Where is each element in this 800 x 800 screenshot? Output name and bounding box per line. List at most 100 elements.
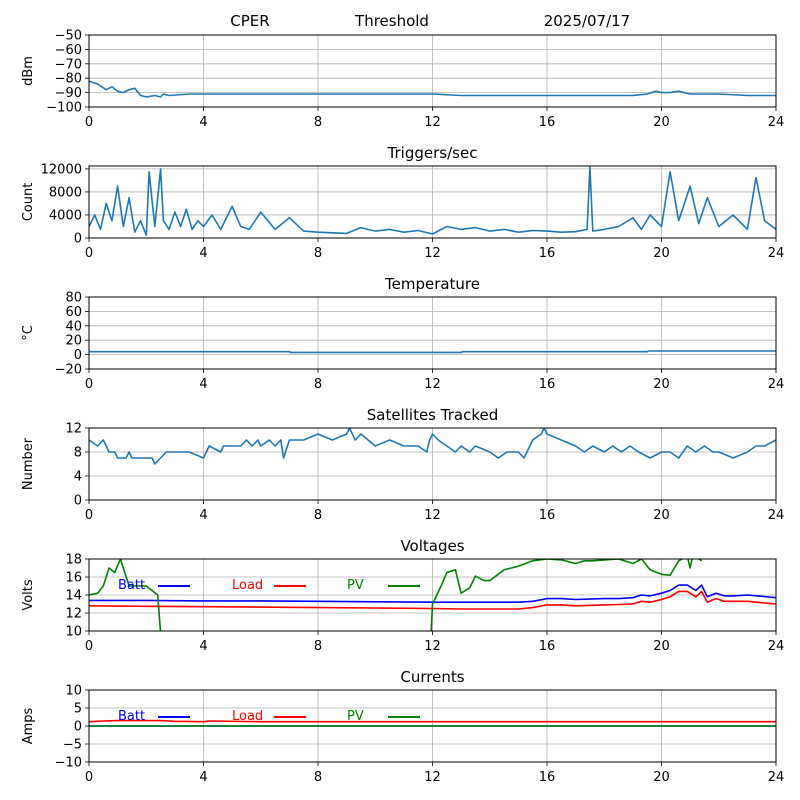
axes-frame xyxy=(88,34,777,108)
legend-label-pv: PV xyxy=(347,709,364,724)
y-tick-label: 4 xyxy=(74,470,82,485)
x-tick-label: 16 xyxy=(539,639,556,654)
x-tick-label: 16 xyxy=(539,377,556,392)
x-tick-label: 8 xyxy=(314,770,322,785)
legend-label-pv: PV xyxy=(347,578,364,593)
y-tick-label: 8 xyxy=(74,446,82,461)
legend-label-batt: Batt xyxy=(118,709,145,724)
x-tick-label: 24 xyxy=(768,115,785,130)
x-tick-label: 12 xyxy=(424,115,441,130)
x-tick-label: 8 xyxy=(314,246,322,261)
x-tick-label: 8 xyxy=(314,115,322,130)
axes-frame xyxy=(88,689,777,763)
panel-1: 0 4 8 12 16 20 24 −100−90−80−70−60−50 dBm xyxy=(21,29,784,131)
x-tick-label: 8 xyxy=(314,377,322,392)
y-tick-label: −60 xyxy=(55,43,82,58)
x-tick-label: 16 xyxy=(539,115,556,130)
y-tick-label: −70 xyxy=(55,57,82,72)
x-tick-label: 24 xyxy=(768,508,785,523)
y-tick-label: −10 xyxy=(55,756,82,771)
x-tick-label: 12 xyxy=(424,770,441,785)
x-tick-label: 0 xyxy=(85,770,93,785)
y-tick-label: 5 xyxy=(74,702,82,717)
y-tick-label: −100 xyxy=(46,101,82,116)
y-axis-label: °C xyxy=(21,325,36,341)
series-line-data xyxy=(89,350,776,354)
y-tick-label: 0 xyxy=(74,720,82,735)
axes-frame xyxy=(88,165,777,239)
x-tick-label: 24 xyxy=(768,639,785,654)
y-tick-label: 14 xyxy=(65,589,82,604)
x-tick-label: 0 xyxy=(85,377,93,392)
panel-title: Triggers/sec xyxy=(387,144,478,162)
x-tick-label: 4 xyxy=(199,246,207,261)
axes-frame xyxy=(88,558,777,632)
series-line-data xyxy=(89,80,776,98)
x-tick-label: 20 xyxy=(653,770,670,785)
y-tick-label: 16 xyxy=(65,571,82,586)
x-tick-label: 4 xyxy=(199,377,207,392)
x-tick-label: 24 xyxy=(768,246,785,261)
x-tick-label: 16 xyxy=(539,246,556,261)
series-line-load xyxy=(89,719,776,723)
x-tick-label: 12 xyxy=(424,246,441,261)
x-tick-label: 12 xyxy=(424,639,441,654)
header-mode: Threshold xyxy=(354,12,429,30)
x-tick-label: 4 xyxy=(199,639,207,654)
x-tick-label: 0 xyxy=(85,115,93,130)
y-tick-label: 8000 xyxy=(49,185,82,200)
y-tick-label: 0 xyxy=(74,494,82,509)
legend-label-load: Load xyxy=(232,578,263,593)
series-line-data xyxy=(89,428,776,465)
panel-title: Currents xyxy=(400,668,464,686)
axes-frame xyxy=(88,427,777,501)
panel-4: 0 4 8 12 16 20 24 0 4 8 12 Satellites Tracked Number xyxy=(21,406,784,523)
panel-5: 0 4 8 12 16 20 24 10 12 14 16 18 Voltages Volts Batt Lo… xyxy=(21,537,784,654)
series-line-pv xyxy=(89,559,703,631)
series-line-data xyxy=(89,166,776,236)
y-tick-label: 10 xyxy=(65,684,82,699)
y-tick-label: 60 xyxy=(65,305,82,320)
header-site: CPER xyxy=(230,12,269,30)
x-tick-label: 8 xyxy=(314,639,322,654)
legend-label-load: Load xyxy=(232,709,263,724)
x-tick-label: 20 xyxy=(653,377,670,392)
y-tick-label: 20 xyxy=(65,334,82,349)
series-line-batt xyxy=(89,584,776,604)
y-tick-label: 12 xyxy=(65,607,82,622)
y-tick-label: 40 xyxy=(65,319,82,334)
x-tick-label: 0 xyxy=(85,246,93,261)
y-tick-label: 18 xyxy=(65,553,82,568)
x-tick-label: 20 xyxy=(653,508,670,523)
y-tick-label: −90 xyxy=(55,86,82,101)
x-tick-label: 20 xyxy=(653,246,670,261)
y-tick-label: −20 xyxy=(55,363,82,378)
y-tick-label: 12 xyxy=(65,422,82,437)
y-axis-label: Count xyxy=(21,183,36,222)
panel-title: Satellites Tracked xyxy=(367,406,498,424)
y-axis-label: Number xyxy=(21,437,36,490)
y-tick-label: 0 xyxy=(74,348,82,363)
x-tick-label: 12 xyxy=(424,508,441,523)
x-tick-label: 20 xyxy=(653,639,670,654)
panel-6: 0 4 8 12 16 20 24 −10 −5 0 5 10 Currents Amps Batt Load… xyxy=(21,668,784,785)
y-tick-label: 0 xyxy=(74,232,82,247)
y-tick-label: 12000 xyxy=(41,162,82,177)
panel-2: 0 4 8 12 16 20 24 0 4000 8000 12000 Triggers/sec Cou… xyxy=(21,144,784,261)
panel-title: Voltages xyxy=(400,537,464,555)
x-tick-label: 4 xyxy=(199,115,207,130)
x-tick-label: 4 xyxy=(199,770,207,785)
y-tick-label: 80 xyxy=(65,291,82,306)
x-tick-label: 16 xyxy=(539,508,556,523)
y-tick-label: −5 xyxy=(63,738,82,753)
x-tick-label: 16 xyxy=(539,770,556,785)
header-date: 2025/07/17 xyxy=(544,12,630,30)
x-tick-label: 4 xyxy=(199,508,207,523)
series-line-load xyxy=(89,590,776,610)
y-axis-label: Amps xyxy=(21,707,36,744)
x-tick-label: 20 xyxy=(653,115,670,130)
y-axis-label: dBm xyxy=(21,56,36,86)
